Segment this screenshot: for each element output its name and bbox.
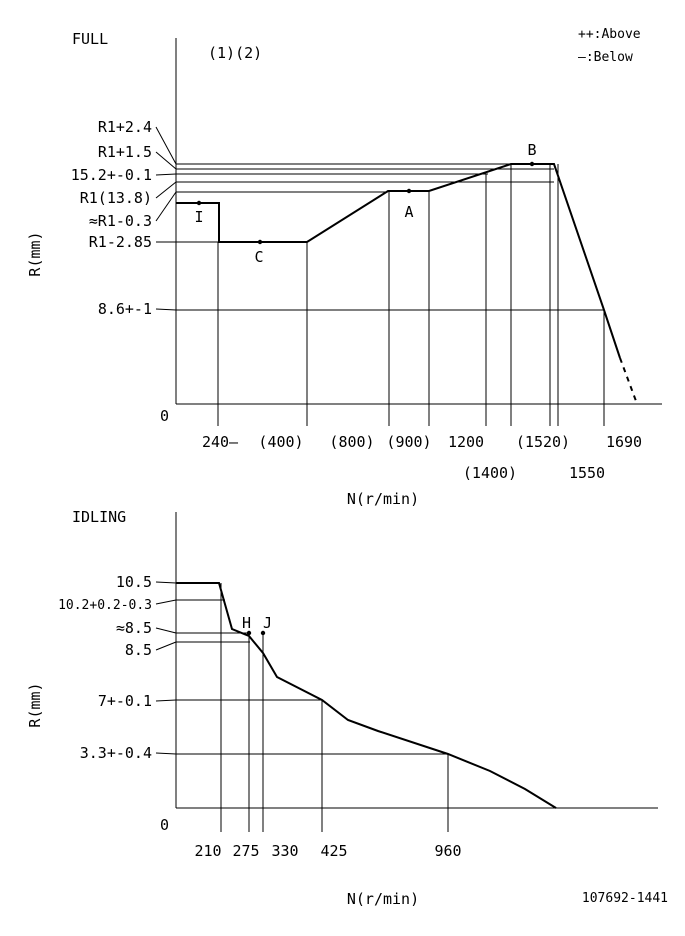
point-label: B [527, 141, 536, 159]
y-tick-label: 15.2+-0.1 [71, 166, 152, 184]
x-tick-label: 275 [232, 842, 259, 860]
y-tick-label: R1-2.85 [89, 233, 152, 251]
y-origin-label: 0 [160, 816, 169, 834]
x-tick-label: 425 [320, 842, 347, 860]
data-point [406, 188, 412, 194]
y-tick-leader [155, 126, 177, 165]
x-axis-label: N(r/min) [347, 890, 419, 908]
y-tick-leader [155, 627, 177, 634]
y-origin-label: 0 [160, 407, 169, 425]
data-point [260, 630, 266, 636]
x-tick-label: 1550 [569, 464, 605, 482]
x-axis-label: N(r/min) [347, 490, 419, 508]
legend-above: ++:Above [578, 27, 641, 42]
y-axis-label: R(mm) [26, 231, 44, 276]
legend-below: —:Below [578, 50, 633, 65]
point-label: C [254, 248, 263, 266]
data-point [196, 200, 202, 206]
data-point [246, 630, 252, 636]
y-tick-label: ≈8.5 [116, 619, 152, 637]
point-label: H [242, 614, 251, 632]
point-label: A [404, 203, 413, 221]
x-tick-label: (1520) [516, 433, 570, 451]
y-tick-leader [155, 699, 177, 702]
x-tick-label: (400) [258, 433, 303, 451]
series-extension-dashed [619, 357, 637, 402]
x-tick-label: 240— [202, 433, 239, 451]
y-tick-leader [155, 151, 177, 170]
y-tick-leader [155, 181, 177, 199]
full-chart: FULL (1)(2) ++:Above —:Below N(r/min) R(mm) 0 R… [26, 27, 662, 508]
y-tick-label: 8.6+-1 [98, 300, 152, 318]
y-tick-leader [155, 752, 177, 755]
y-tick-label: ≈R1-0.3 [89, 212, 152, 230]
y-tick-leader [155, 599, 177, 605]
x-tick-label: 1200 [448, 433, 484, 451]
y-tick-label: R1+1.5 [98, 143, 152, 161]
x-tick-label: 960 [434, 842, 461, 860]
y-tick-label: R1(13.8) [80, 189, 152, 207]
chart-title: IDLING [72, 508, 126, 526]
data-point [529, 161, 535, 167]
y-tick-label: R1+2.4 [98, 118, 152, 136]
drawing-code: 107692-1441 [582, 891, 668, 906]
series-line [176, 163, 621, 359]
x-tick-label: 330 [271, 842, 298, 860]
y-axis-label: R(mm) [26, 682, 44, 727]
y-tick-label: 7+-0.1 [98, 692, 152, 710]
x-tick-label: (800) [329, 433, 374, 451]
y-tick-leader [155, 641, 177, 651]
chart-title: FULL [72, 30, 108, 48]
y-tick-label: 10.5 [116, 573, 152, 591]
y-tick-label: 8.5 [125, 641, 152, 659]
x-tick-label: 210 [194, 842, 221, 860]
series-line [176, 582, 557, 809]
y-tick-leader [155, 173, 177, 176]
x-tick-label: 1690 [606, 433, 642, 451]
chart-subtitle: (1)(2) [208, 44, 262, 62]
y-tick-leader [155, 191, 177, 222]
y-tick-leader [155, 581, 177, 584]
y-tick-leader [155, 308, 177, 311]
point-label: J [263, 614, 272, 632]
point-label: I [194, 208, 203, 226]
data-point [257, 239, 263, 245]
idling-chart: IDLING N(r/min) R(mm) 0 10.5 10.2+0.2-0.3 ≈8.5… [26, 508, 658, 908]
x-tick-label: (1400) [463, 464, 517, 482]
y-tick-label: 10.2+0.2-0.3 [58, 598, 152, 613]
x-tick-label: (900) [386, 433, 431, 451]
y-tick-label: 3.3+-0.4 [80, 744, 152, 762]
